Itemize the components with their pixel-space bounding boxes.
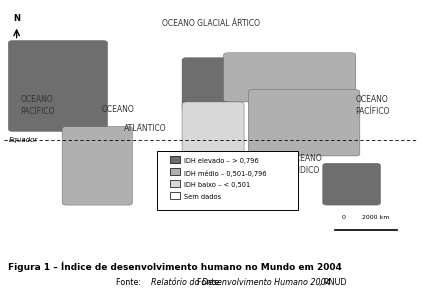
FancyBboxPatch shape	[248, 90, 360, 156]
Text: IDH elevado – > 0,796: IDH elevado – > 0,796	[184, 158, 259, 164]
FancyBboxPatch shape	[323, 163, 381, 205]
FancyBboxPatch shape	[223, 53, 356, 102]
Text: N: N	[13, 14, 20, 23]
Text: Figura 1 – Índice de desenvolvimento humano no Mundo em 2004: Figura 1 – Índice de desenvolvimento hum…	[8, 262, 342, 272]
Text: Fonte:: Fonte:	[197, 278, 225, 287]
Text: IDH baixo – < 0,501: IDH baixo – < 0,501	[184, 182, 250, 188]
FancyBboxPatch shape	[157, 151, 298, 210]
Text: PACÍFICO: PACÍFICO	[20, 107, 54, 116]
Text: Fonte:: Fonte:	[116, 278, 143, 287]
Text: , PNUD: , PNUD	[319, 278, 346, 287]
Text: ATLÂNTICO: ATLÂNTICO	[124, 124, 166, 134]
Bar	[170, 192, 180, 199]
FancyBboxPatch shape	[8, 41, 108, 131]
Text: OCEANO: OCEANO	[102, 105, 134, 114]
Text: 0        2000 km: 0 2000 km	[342, 215, 390, 220]
Text: OCEANO: OCEANO	[21, 95, 54, 104]
Text: ÍNDICO: ÍNDICO	[292, 166, 320, 175]
FancyBboxPatch shape	[62, 126, 133, 205]
Text: Sem dados: Sem dados	[184, 194, 221, 200]
Text: Equador: Equador	[8, 137, 38, 143]
Bar	[170, 168, 180, 175]
Text: OCEANO: OCEANO	[290, 154, 322, 163]
FancyBboxPatch shape	[182, 102, 244, 193]
Text: PACÍFICO: PACÍFICO	[355, 107, 390, 116]
Bar	[170, 156, 180, 163]
Bar	[170, 180, 180, 187]
Text: OCEANO: OCEANO	[356, 95, 389, 104]
Text: Relatório do Desenvolvimento Humano 2004: Relatório do Desenvolvimento Humano 2004	[151, 278, 331, 287]
Text: IDH médio – 0,501-0,796: IDH médio – 0,501-0,796	[184, 170, 267, 177]
Text: OCEANO GLACIAL ÁRTICO: OCEANO GLACIAL ÁRTICO	[162, 19, 260, 28]
FancyBboxPatch shape	[182, 58, 232, 112]
